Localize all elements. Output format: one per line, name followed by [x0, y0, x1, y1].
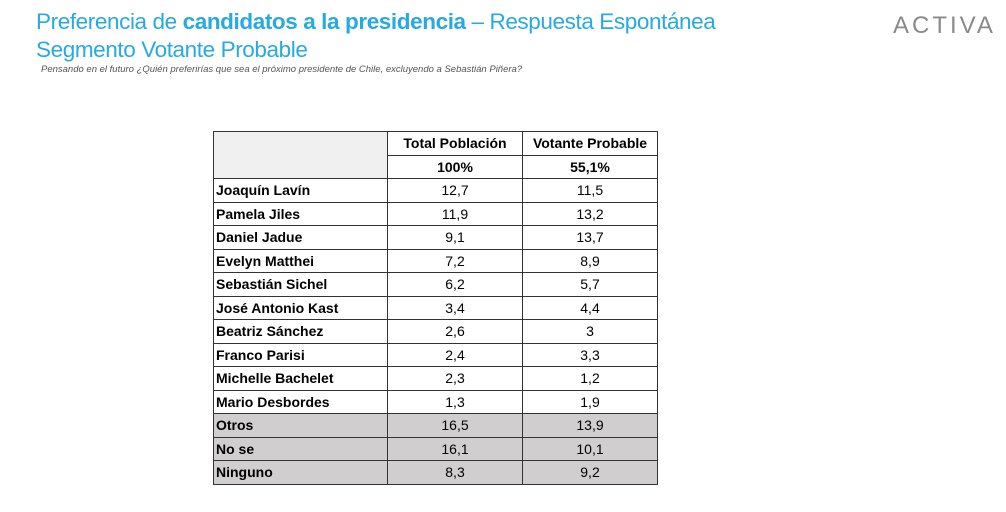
table-row: Otros 16,5 13,9 — [213, 413, 658, 438]
candidate-name: Mario Desbordes — [213, 389, 388, 414]
votante-value: 3,3 — [522, 342, 658, 367]
total-value: 7,2 — [387, 248, 523, 273]
total-value: 9,1 — [387, 225, 523, 250]
candidate-name: Michelle Bachelet — [213, 366, 388, 391]
title-text: – Respuesta Espontánea — [465, 9, 716, 34]
total-value: 6,2 — [387, 272, 523, 297]
candidate-name: No se — [213, 436, 388, 461]
candidate-name: Pamela Jiles — [213, 201, 388, 226]
candidate-name: Joaquín Lavín — [213, 178, 388, 203]
title-bold-text: candidatos a la presidencia — [182, 9, 466, 34]
title-text: Preferencia de — [36, 9, 183, 34]
total-value: 16,1 — [387, 436, 523, 461]
candidate-name: Ninguno — [213, 460, 388, 485]
table-row: Pamela Jiles 11,9 13,2 — [213, 201, 658, 226]
table-row: Sebastián Sichel 6,2 5,7 — [213, 272, 658, 297]
table-row: Beatriz Sánchez 2,6 3 — [213, 319, 658, 344]
question-subtitle: Pensando en el futuro ¿Quién preferirías… — [41, 64, 523, 75]
candidate-name: Otros — [213, 413, 388, 438]
votante-value: 1,9 — [522, 389, 658, 414]
votante-value: 13,9 — [522, 413, 658, 438]
candidate-name: Beatriz Sánchez — [213, 319, 388, 344]
total-value: 2,6 — [387, 319, 523, 344]
table-row: Mario Desbordes 1,3 1,9 — [213, 389, 658, 414]
total-value: 8,3 — [387, 460, 523, 485]
table-header-row: Total Población Votante Probable — [213, 131, 658, 179]
table-row: José Antonio Kast 3,4 4,4 — [213, 295, 658, 320]
votante-value: 1,2 — [522, 366, 658, 391]
table-row: No se 16,1 10,1 — [213, 436, 658, 461]
table-base-row: 100% 55,1% — [214, 154, 658, 179]
column-header-total: Total Población — [387, 131, 523, 156]
total-value: 1,3 — [387, 389, 523, 414]
votante-value: 11,5 — [522, 178, 658, 203]
votante-value: 8,9 — [522, 248, 658, 273]
table-row: Joaquín Lavín 12,7 11,5 — [213, 178, 658, 203]
page-title: Preferencia de candidatos a la presidenc… — [36, 8, 716, 64]
total-value: 11,9 — [387, 201, 523, 226]
candidate-name: Daniel Jadue — [213, 225, 388, 250]
table-row: Daniel Jadue 9,1 13,7 — [213, 225, 658, 250]
votante-value: 5,7 — [522, 272, 658, 297]
candidate-name: Franco Parisi — [213, 342, 388, 367]
total-value: 3,4 — [387, 295, 523, 320]
candidate-name: Evelyn Matthei — [213, 248, 388, 273]
votante-value: 9,2 — [522, 460, 658, 485]
table-row: Franco Parisi 2,4 3,3 — [213, 342, 658, 367]
votante-value: 4,4 — [522, 295, 658, 320]
title-line-1: Preferencia de candidatos a la presidenc… — [36, 8, 716, 36]
corner-cell — [213, 131, 388, 179]
candidate-name: Sebastián Sichel — [213, 272, 388, 297]
table-row: Evelyn Matthei 7,2 8,9 — [213, 248, 658, 273]
activa-logo: ACTIVA — [893, 12, 996, 39]
title-line-2: Segmento Votante Probable — [36, 37, 308, 62]
votante-value: 13,2 — [522, 201, 658, 226]
base-votante: 55,1% — [522, 154, 658, 179]
base-total: 100% — [387, 154, 523, 179]
total-value: 12,7 — [387, 178, 523, 203]
votante-value: 3 — [522, 319, 658, 344]
total-value: 2,3 — [387, 366, 523, 391]
votante-value: 13,7 — [522, 225, 658, 250]
candidate-name: José Antonio Kast — [213, 295, 388, 320]
votante-value: 10,1 — [522, 436, 658, 461]
column-header-votante: Votante Probable — [522, 131, 658, 156]
results-table: Total Población Votante Probable 100% 55… — [213, 131, 658, 485]
table-row: Ninguno 8,3 9,2 — [213, 460, 658, 485]
total-value: 2,4 — [387, 342, 523, 367]
total-value: 16,5 — [387, 413, 523, 438]
table-row: Michelle Bachelet 2,3 1,2 — [213, 366, 658, 391]
